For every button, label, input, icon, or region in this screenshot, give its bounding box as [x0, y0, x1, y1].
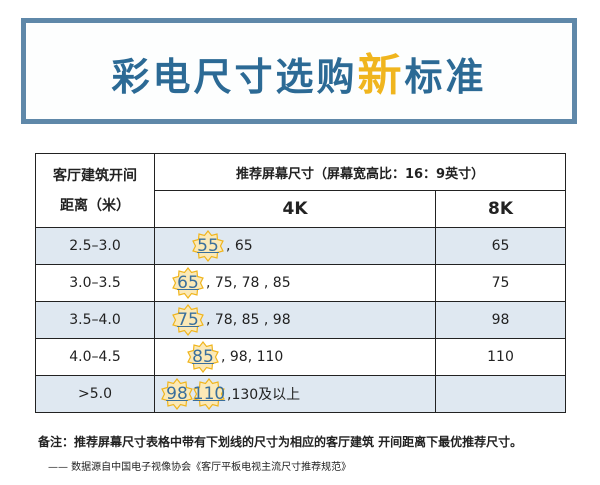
distance-cell: 3.0–3.5: [35, 264, 155, 302]
recommended-size-badge: 75: [172, 304, 204, 336]
size-4k-cell: 55 , 65: [154, 227, 436, 265]
size-4k-cell: 65 , 75, 78 , 85: [154, 264, 436, 302]
table-row: 3.5–4.0 75 , 78, 85 , 98 98: [35, 301, 567, 339]
note: 备注：推荐屏幕尺寸表格中带有下划线的尺寸为相应的客厅建筑 开间距离下最优推荐尺寸…: [38, 435, 523, 449]
title-tail: 标准: [404, 55, 487, 99]
page-title: 彩电尺寸选购新标准: [111, 39, 486, 103]
badge-value: 98: [166, 384, 188, 404]
recommended-size-badge: 65: [172, 267, 204, 299]
other-sizes: , 65: [226, 238, 253, 254]
other-sizes: , 98, 110: [221, 349, 284, 365]
header-8k: 8K: [434, 190, 567, 228]
badge-value: 110: [192, 384, 226, 404]
size-8k-cell: 65: [434, 227, 567, 265]
table-row: 3.0–3.5 65 , 75, 78 , 85 75: [35, 264, 567, 302]
header-4k: 4K: [154, 190, 436, 228]
other-sizes: , 78, 85 , 98: [206, 312, 291, 328]
size-4k-cell: 85 , 98, 110: [154, 338, 436, 376]
header-recommend: 推荐屏幕尺寸（屏幕宽高比：16：9英寸）: [153, 153, 567, 191]
recommended-size-badge: 110: [193, 378, 225, 410]
distance-cell: 2.5–3.0: [35, 227, 155, 265]
badge-value: 75: [177, 310, 199, 330]
other-sizes: ,130及以上: [227, 387, 301, 403]
size-4k-cell: 98 110,130及以上: [154, 375, 436, 413]
badge-value: 55: [197, 236, 219, 256]
badge-value: 65: [177, 273, 199, 293]
title-main: 彩电尺寸选购: [111, 55, 358, 99]
table-row: 2.5–3.0 55 , 65 65: [35, 227, 567, 265]
table-row: >5.0 98 110,130及以上: [35, 375, 567, 413]
size-4k-cell: 75 , 78, 85 , 98: [154, 301, 436, 339]
size-8k-cell: 75: [434, 264, 567, 302]
size-8k-cell: [434, 375, 567, 413]
distance-cell: >5.0: [35, 375, 155, 413]
title-highlight: 新: [357, 50, 405, 101]
size-table: 客厅建筑开间距离（米） 推荐屏幕尺寸（屏幕宽高比：16：9英寸） 4K 8K 2…: [35, 153, 567, 413]
recommended-size-badge: 98: [161, 378, 193, 410]
table-row: 4.0–4.5 85 , 98, 110 110: [35, 338, 567, 376]
header-distance: 客厅建筑开间距离（米）: [35, 153, 155, 228]
source-line: —— 数据源自中国电子视像协会《客厅平板电视主流尺寸推荐规范》: [48, 462, 352, 473]
size-8k-cell: 98: [434, 301, 567, 339]
size-8k-cell: 110: [434, 338, 567, 376]
recommended-size-badge: 55: [192, 230, 224, 262]
title-box: 彩电尺寸选购新标准: [21, 18, 577, 124]
badge-value: 85: [192, 347, 214, 367]
other-sizes: , 75, 78 , 85: [206, 275, 291, 291]
distance-cell: 3.5–4.0: [35, 301, 155, 339]
distance-cell: 4.0–4.5: [35, 338, 155, 376]
recommended-size-badge: 85: [187, 341, 219, 373]
